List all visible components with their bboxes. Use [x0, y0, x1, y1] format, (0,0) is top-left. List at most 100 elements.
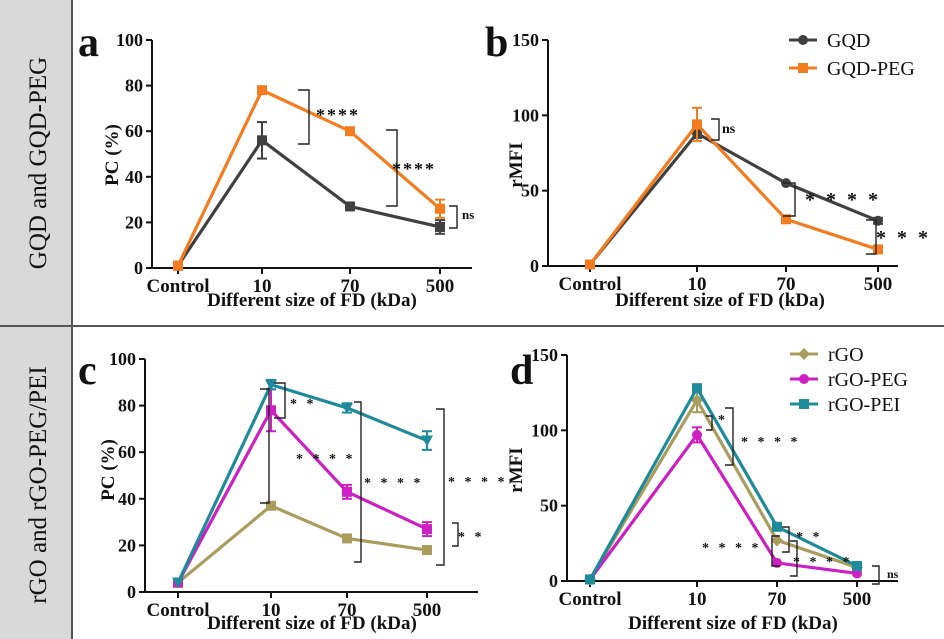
x-axis-label: Different size of FD (kDa)	[628, 613, 838, 634]
data-point	[799, 399, 809, 409]
series-GQD-PEG	[173, 85, 445, 271]
data-point	[798, 348, 810, 360]
data-point	[873, 244, 883, 255]
significance-label: * * * *	[702, 541, 762, 556]
significance-bracket	[790, 540, 798, 577]
significance-label: ns	[887, 567, 899, 581]
significance-label: * * *	[876, 227, 931, 249]
significance-bracket	[872, 565, 880, 585]
legend-label: rGO-PEG	[828, 369, 908, 391]
y-tick-label: 50	[521, 181, 539, 201]
data-point	[435, 203, 445, 214]
y-tick-label: 20	[118, 535, 136, 555]
significance-label: ns	[722, 122, 736, 137]
data-point	[798, 35, 808, 45]
data-point	[873, 215, 883, 226]
chart-panel-b: 0 50 100 150 Control 10 70 500 Different size of…	[506, 30, 931, 311]
data-point	[257, 135, 267, 146]
x-axis-label: Different size of FD (kDa)	[207, 613, 417, 634]
significance-label: * * * *	[364, 476, 424, 491]
y-tick-label: 0	[530, 256, 539, 276]
significance-bracket	[274, 382, 286, 419]
x-tick-label: 500	[864, 274, 893, 295]
row-label-top: GQD and GQD-PEG	[25, 57, 52, 269]
series-rGO-PEI	[172, 378, 433, 589]
y-tick-label: 100	[531, 420, 558, 440]
significance-label: * * * *	[448, 475, 508, 490]
x-tick-label: 10	[688, 589, 707, 610]
data-point	[172, 577, 184, 589]
series-line	[588, 397, 858, 581]
data-point	[798, 63, 808, 73]
significance-label: * *	[796, 530, 823, 545]
y-tick-label: 80	[125, 76, 143, 96]
x-tick-label: 10	[253, 276, 272, 297]
data-point	[257, 85, 267, 96]
significance-bracket	[706, 415, 713, 431]
data-point	[422, 545, 432, 556]
y-tick-label: 20	[125, 212, 143, 232]
significance-bracket	[449, 205, 458, 229]
row-label-background	[0, 0, 72, 326]
x-tick-label: Control	[147, 600, 210, 621]
y-tick-label: 60	[118, 442, 136, 462]
x-tick-label: Control	[147, 276, 210, 297]
significance-bracket	[386, 129, 398, 207]
significance-label: ****	[392, 159, 436, 179]
series-rGO-PEI	[585, 383, 862, 585]
significance-label: * * * *	[741, 435, 801, 450]
y-tick-label: 0	[549, 571, 558, 591]
significance-bracket	[436, 408, 445, 566]
series-line	[588, 121, 879, 266]
panel-letter-b: b	[485, 20, 508, 66]
x-tick-label: 500	[843, 589, 872, 610]
data-point	[345, 201, 355, 212]
series-line	[588, 432, 858, 581]
x-axis-label: Different size of FD (kDa)	[207, 290, 417, 311]
data-point	[799, 374, 809, 384]
data-point	[342, 486, 352, 497]
data-point	[585, 574, 595, 585]
y-tick-label: 60	[125, 121, 143, 141]
y-tick-label: 100	[512, 105, 539, 125]
significance-label: * * * *	[805, 189, 881, 211]
panel-letter-d: d	[510, 348, 533, 394]
data-point	[852, 560, 862, 571]
data-point	[342, 533, 352, 544]
y-tick-label: 80	[118, 396, 136, 416]
data-point	[692, 119, 702, 130]
series-line	[176, 382, 428, 584]
legend-label: rGO-PEI	[828, 394, 900, 416]
series-line	[176, 138, 441, 267]
x-tick-label: 70	[341, 276, 360, 297]
legend-label: GQD	[827, 30, 870, 52]
x-tick-label: 10	[688, 274, 707, 295]
x-tick-label: 10	[262, 600, 281, 621]
x-tick-label: 70	[768, 589, 787, 610]
chart-panel-a: 0 20 40 60 80 100 Control 10 70 500 Different size…	[102, 30, 474, 311]
data-point	[422, 524, 432, 535]
x-tick-label: Control	[559, 274, 622, 295]
significance-label: ****	[316, 105, 360, 125]
data-point	[173, 260, 183, 271]
data-point	[266, 405, 276, 416]
y-tick-label: 50	[540, 496, 558, 516]
legend-label: rGO	[828, 344, 864, 366]
significance-bracket	[783, 182, 796, 217]
x-tick-label: 70	[777, 274, 796, 295]
significance-bracket	[782, 526, 790, 553]
data-point	[421, 435, 433, 447]
y-axis-label: rMFI	[506, 142, 527, 187]
significance-bracket	[260, 388, 270, 504]
x-tick-label: Control	[559, 589, 622, 610]
data-point	[772, 521, 782, 532]
y-tick-label: 150	[512, 30, 539, 50]
series-GQD-PEG	[585, 106, 883, 270]
data-point	[771, 534, 783, 547]
data-point	[852, 568, 862, 579]
